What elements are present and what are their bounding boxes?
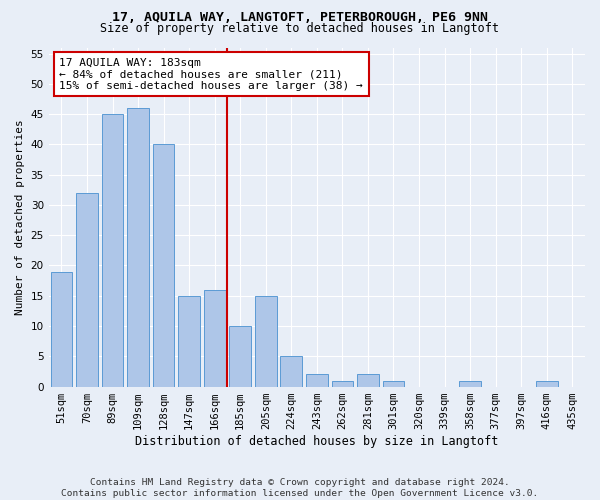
Bar: [229, 326, 251, 386]
Text: Contains HM Land Registry data © Crown copyright and database right 2024.
Contai: Contains HM Land Registry data © Crown c…: [61, 478, 539, 498]
Text: 17, AQUILA WAY, LANGTOFT, PETERBOROUGH, PE6 9NN: 17, AQUILA WAY, LANGTOFT, PETERBOROUGH, …: [112, 11, 488, 24]
Bar: [50, 272, 72, 386]
Text: Size of property relative to detached houses in Langtoft: Size of property relative to detached ho…: [101, 22, 499, 35]
Bar: [204, 290, 226, 386]
Bar: [280, 356, 302, 386]
Bar: [536, 380, 557, 386]
Text: 17 AQUILA WAY: 183sqm
← 84% of detached houses are smaller (211)
15% of semi-det: 17 AQUILA WAY: 183sqm ← 84% of detached …: [59, 58, 363, 91]
Bar: [76, 193, 98, 386]
Bar: [101, 114, 124, 386]
Bar: [255, 296, 277, 386]
Bar: [357, 374, 379, 386]
Bar: [127, 108, 149, 386]
Bar: [178, 296, 200, 386]
Bar: [306, 374, 328, 386]
Bar: [459, 380, 481, 386]
Bar: [383, 380, 404, 386]
Bar: [332, 380, 353, 386]
Bar: [153, 144, 175, 386]
Y-axis label: Number of detached properties: Number of detached properties: [15, 119, 25, 315]
X-axis label: Distribution of detached houses by size in Langtoft: Distribution of detached houses by size …: [135, 434, 499, 448]
